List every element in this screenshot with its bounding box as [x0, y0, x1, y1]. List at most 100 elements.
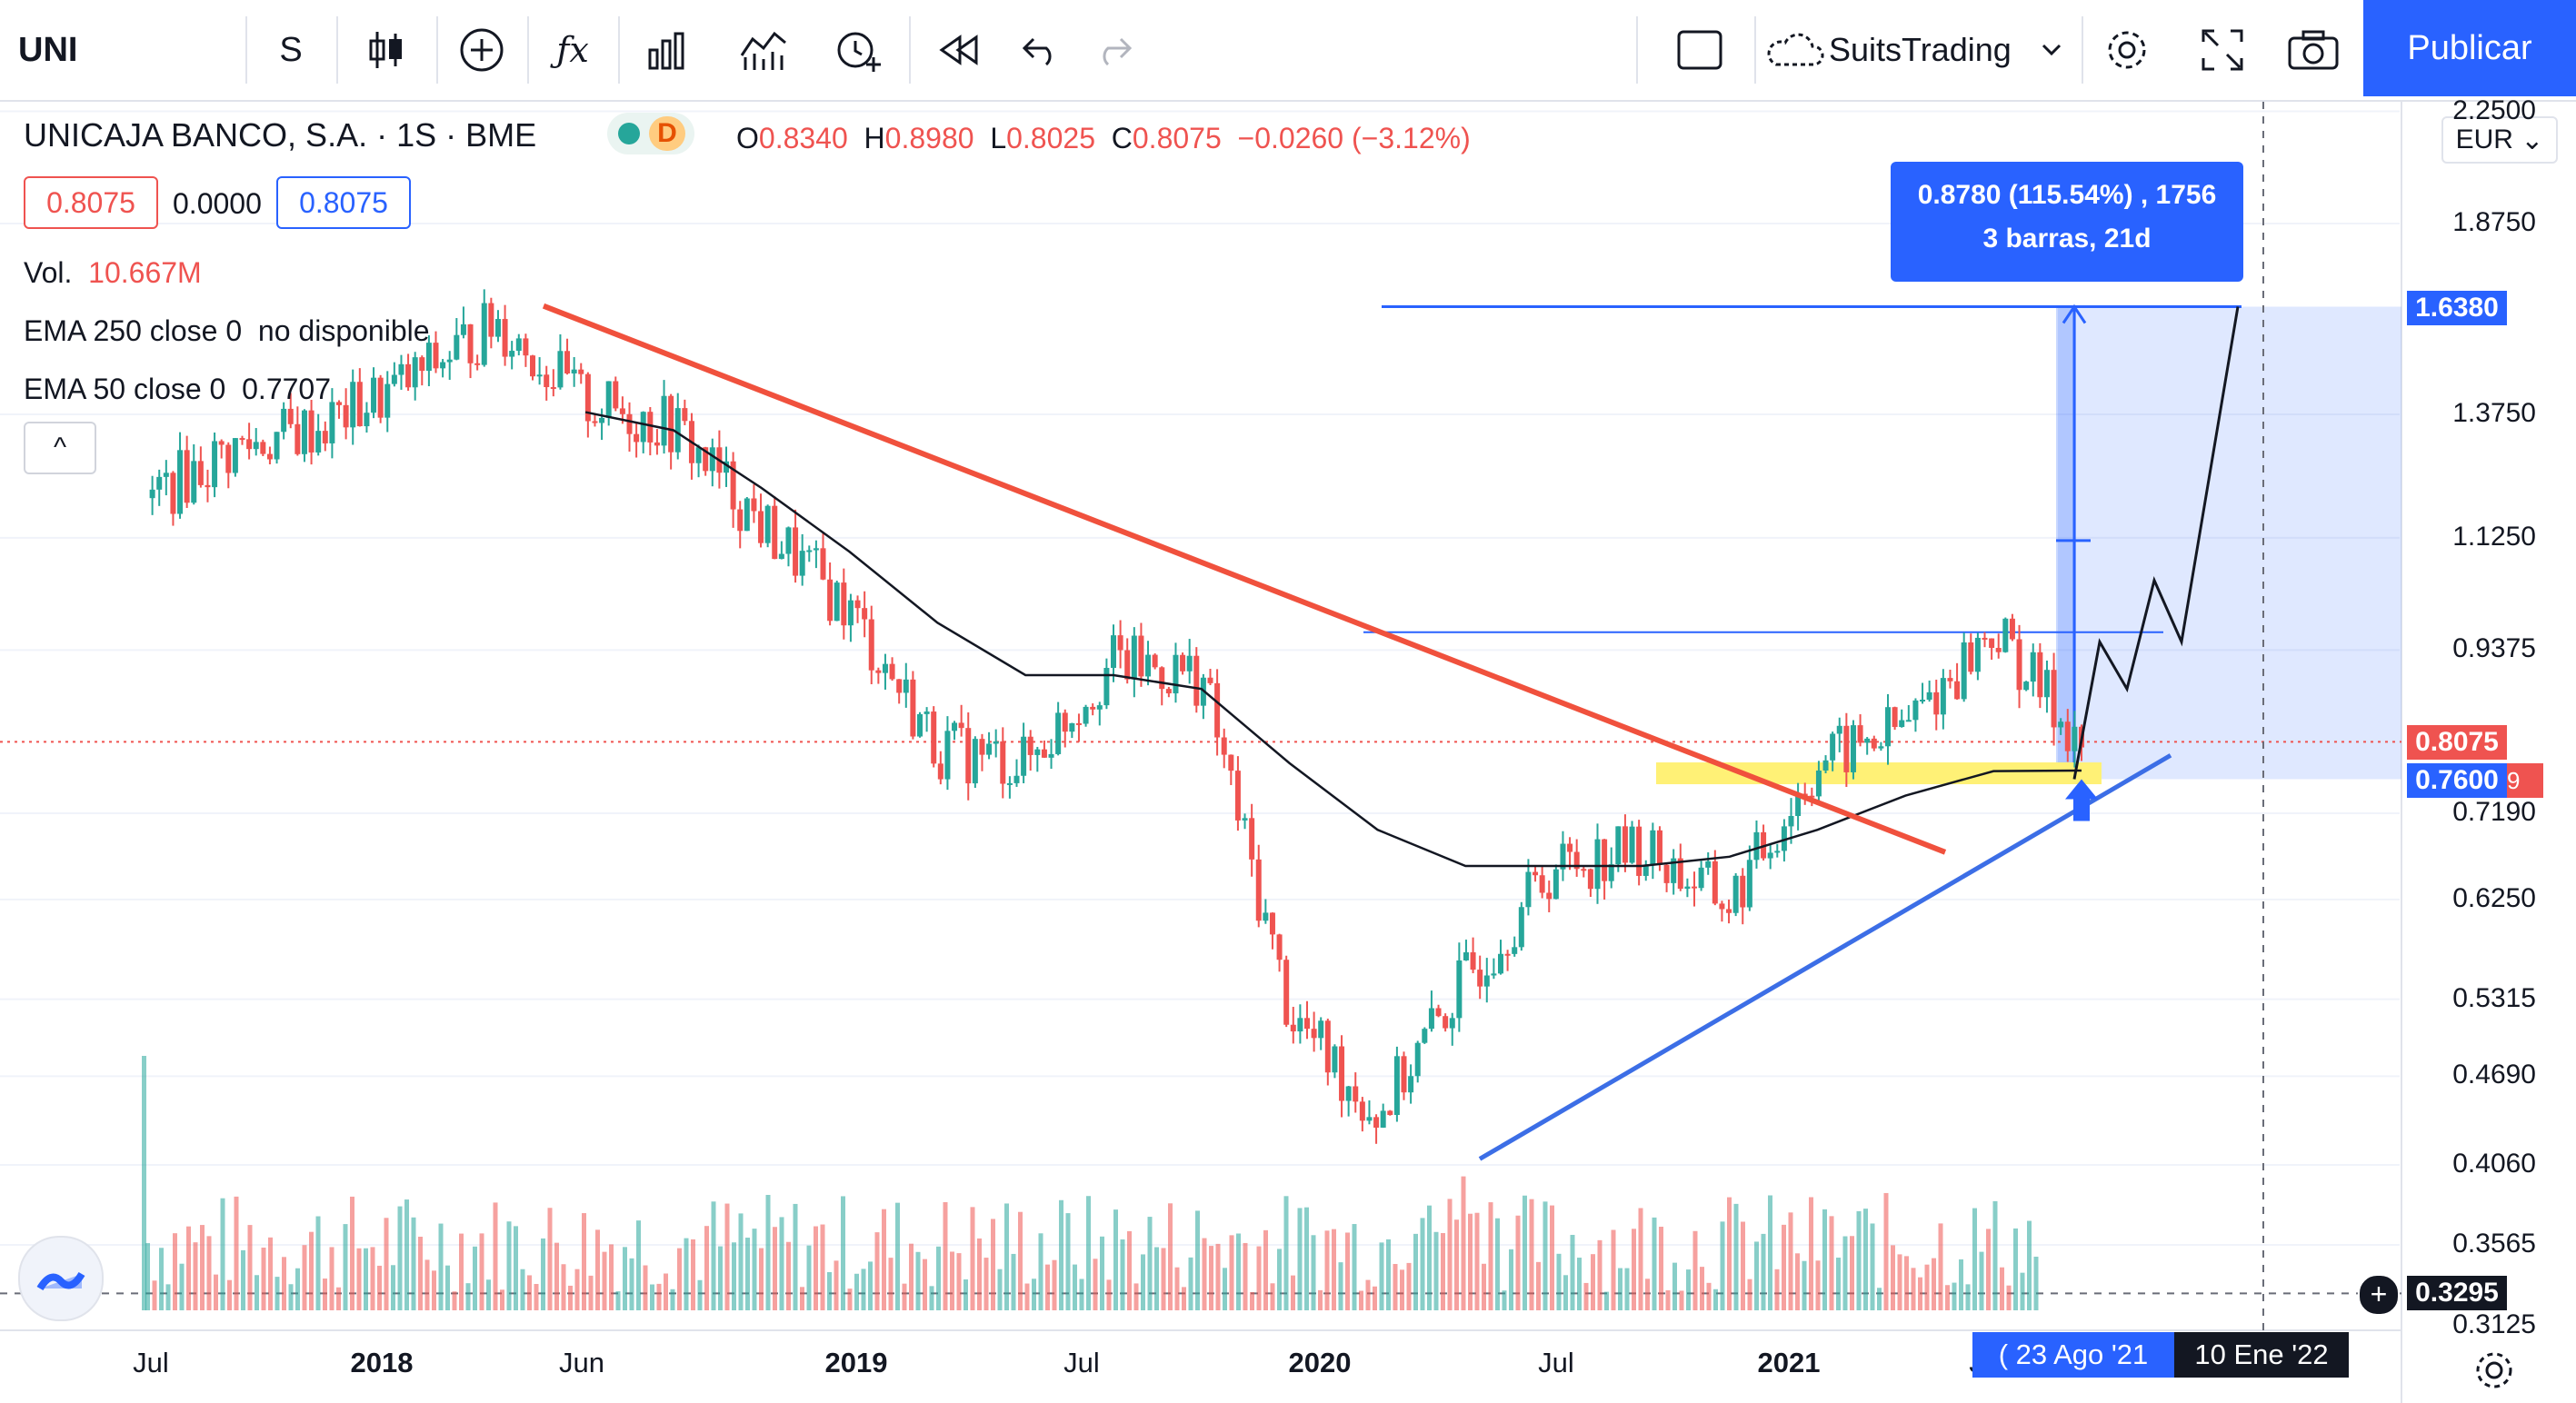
candle-body — [536, 374, 543, 377]
volume-bar — [1277, 1249, 1282, 1310]
volume-bar — [765, 1194, 771, 1310]
candle-body — [1276, 934, 1283, 960]
volume-bar — [1161, 1248, 1166, 1310]
uptrend-line — [1478, 753, 2172, 1161]
tradingview-logo-icon[interactable] — [18, 1236, 104, 1321]
volume-bar — [1174, 1267, 1180, 1310]
candle-body — [163, 473, 169, 477]
time-tick-label: 2018 — [350, 1347, 414, 1378]
ema50-legend[interactable]: EMA 50 close 0 0.7707 — [24, 373, 331, 405]
layout-icon[interactable] — [1659, 0, 1741, 100]
settings-icon[interactable] — [2091, 0, 2163, 100]
add-icon[interactable] — [450, 0, 514, 100]
add-alert-icon[interactable]: + — [2358, 1274, 2400, 1316]
redo-icon[interactable] — [1077, 0, 1150, 100]
fullscreen-icon[interactable] — [2182, 0, 2263, 100]
volume-bar — [1488, 1202, 1493, 1310]
volume-bar — [255, 1275, 259, 1310]
volume-bar — [1256, 1246, 1262, 1310]
volume-bar — [1461, 1176, 1466, 1310]
candle-body — [1311, 1029, 1317, 1039]
volume-bar — [1986, 1229, 1991, 1310]
candle-body — [944, 731, 951, 780]
volume-bar — [1182, 1287, 1186, 1310]
candle-body — [1920, 699, 1926, 702]
chart-canvas[interactable] — [0, 102, 2576, 1403]
candle-body — [1546, 892, 1553, 900]
price-tick-label: 0.5315 — [2452, 982, 2536, 1013]
candle-body — [820, 548, 826, 580]
candle-body — [1608, 864, 1614, 881]
candle-body — [281, 408, 287, 433]
volume-bar — [1400, 1269, 1404, 1310]
ema250-legend[interactable]: EMA 250 close 0 no disponible — [24, 314, 430, 347]
volume-bar — [1924, 1264, 1930, 1310]
candle-body — [1518, 907, 1524, 948]
undo-icon[interactable] — [1004, 0, 1077, 100]
axis-settings-icon[interactable] — [2469, 1345, 2520, 1396]
volume-bar — [1147, 1217, 1153, 1310]
volume-bar — [1741, 1221, 1745, 1310]
volume-bar — [1011, 1253, 1016, 1310]
candle-body — [1788, 816, 1794, 827]
replay-icon[interactable] — [923, 0, 995, 100]
measure-range — [2056, 306, 2076, 780]
candles-icon[interactable] — [354, 0, 418, 100]
currency-selector[interactable]: EUR ⌄ — [2441, 116, 2558, 164]
ask-price-box[interactable]: 0.8075 — [276, 176, 411, 229]
candle-body — [2043, 670, 2050, 698]
time-tick-label: Jul — [1063, 1347, 1100, 1378]
candle-body — [737, 509, 744, 532]
alert-icon[interactable] — [823, 0, 895, 100]
volume-bar — [336, 1287, 341, 1310]
candle-body — [184, 450, 190, 503]
volume-bar — [486, 1279, 491, 1310]
candle-body — [295, 423, 301, 454]
templates-icon[interactable] — [632, 0, 704, 100]
interval-button[interactable]: S — [279, 30, 303, 69]
candle-body — [1974, 637, 1981, 672]
candle-body — [301, 410, 307, 454]
account-name[interactable]: SuitsTrading — [1829, 31, 2012, 68]
volume-bar — [1870, 1223, 1875, 1310]
volume-bar — [186, 1226, 191, 1310]
volume-bar — [1945, 1285, 1950, 1310]
chevron-down-icon[interactable] — [2029, 0, 2074, 100]
candle-body — [592, 421, 598, 423]
candle-body — [1359, 1101, 1365, 1121]
candle-body — [1498, 953, 1503, 974]
symbol-search-button[interactable]: UNI — [18, 30, 78, 69]
collapse-legend-button[interactable]: ^ — [24, 422, 96, 474]
volume-bar — [438, 1223, 444, 1310]
volume-bar — [1373, 1286, 1377, 1310]
volume-bar — [445, 1265, 450, 1310]
volume-bar — [868, 1261, 873, 1310]
candle-body — [371, 377, 377, 413]
publish-button[interactable]: Publicar — [2363, 0, 2576, 96]
volume-bar — [861, 1269, 866, 1310]
bid-price-box[interactable]: 0.8075 — [24, 176, 158, 229]
volume-bar — [391, 1265, 395, 1310]
volume-bar — [1406, 1262, 1412, 1310]
indicators-icon[interactable]: ƒx — [556, 30, 589, 70]
volume-bar — [745, 1238, 750, 1310]
candle-body — [232, 438, 238, 473]
volume-bar — [1652, 1217, 1657, 1310]
price-tick-label: 0.4690 — [2452, 1060, 2536, 1090]
volume-bar — [1024, 1283, 1030, 1310]
volume-bar — [282, 1257, 286, 1310]
volume-bar — [582, 1213, 586, 1310]
volume-bar — [1959, 1259, 1963, 1310]
volume-bar — [1897, 1254, 1902, 1310]
candle-body — [260, 442, 266, 454]
compare-icon[interactable] — [727, 0, 800, 100]
candle-body — [1698, 867, 1704, 889]
volume-bar — [718, 1246, 723, 1310]
snapshot-icon[interactable] — [2272, 0, 2354, 100]
candle-body — [1622, 826, 1628, 863]
candle-body — [1062, 712, 1068, 732]
volume-bar — [588, 1275, 594, 1310]
candle-body — [1573, 851, 1580, 870]
price-tick-label: 1.8750 — [2452, 207, 2536, 237]
candle-body — [1594, 839, 1601, 890]
